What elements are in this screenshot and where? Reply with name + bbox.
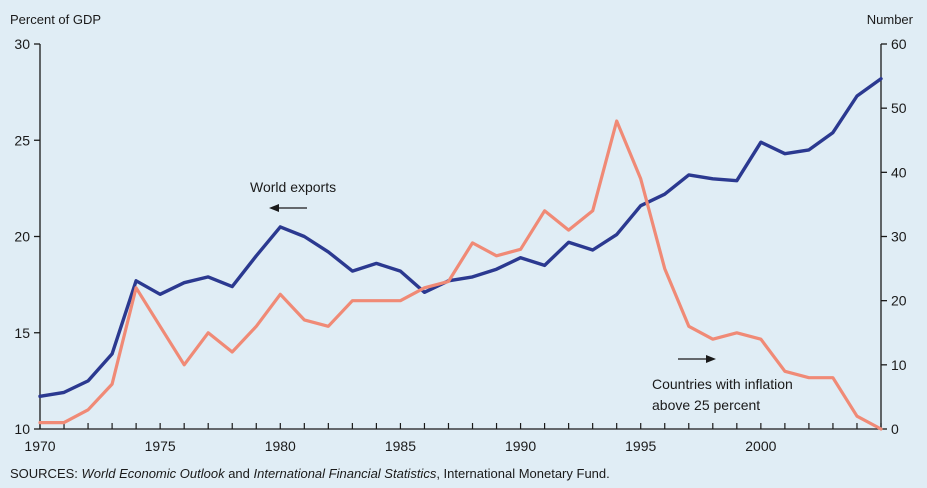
inflation-label-line2: above 25 percent [652,397,760,413]
left-arrow-icon [269,204,307,212]
right-tick-label: 20 [891,293,907,309]
source-suffix: , International Monetary Fund. [436,466,610,481]
inflation-label-line1: Countries with inflation [652,376,793,392]
tick-labels: 10 15 20 25 30 0 10 20 30 40 50 60 1970 1975 1980 1985 1… [14,36,906,454]
axes [34,43,887,430]
right-axis-title: Number [867,12,914,27]
left-tick-label: 25 [14,132,30,148]
left-axis-title: Percent of GDP [10,12,101,27]
left-tick-label: 30 [14,36,30,52]
source-title-ifs: International Financial Statistics [253,466,437,481]
x-tick-label: 2000 [745,438,776,454]
x-tick-label: 1990 [505,438,536,454]
line-chart: 10 15 20 25 30 0 10 20 30 40 50 60 1970 1975 1980 1985 1… [10,12,914,454]
world-exports-label: World exports [250,179,336,195]
series-inflation-countries [38,119,883,431]
x-tick-label: 1995 [625,438,656,454]
right-tick-label: 10 [891,357,907,373]
x-tick-label: 1975 [145,438,176,454]
left-tick-label: 20 [14,229,30,245]
x-tick-label: 1985 [385,438,416,454]
left-tick-label: 10 [14,421,30,437]
left-tick-label: 15 [14,325,30,341]
series-lines [38,76,883,431]
source-prefix: SOURCES: [10,466,82,481]
right-tick-label: 0 [891,421,899,437]
source-note: SOURCES: World Economic Outlook and Inte… [10,466,610,481]
right-arrow-icon [678,355,716,363]
right-tick-label: 40 [891,164,907,180]
right-tick-label: 30 [891,229,907,245]
x-tick-label: 1970 [24,438,55,454]
source-mid: and [224,466,254,481]
series-world-exports [38,76,883,398]
right-tick-label: 50 [891,100,907,116]
source-title-weo: World Economic Outlook [81,466,225,481]
right-tick-label: 60 [891,36,907,52]
x-tick-label: 1980 [265,438,296,454]
